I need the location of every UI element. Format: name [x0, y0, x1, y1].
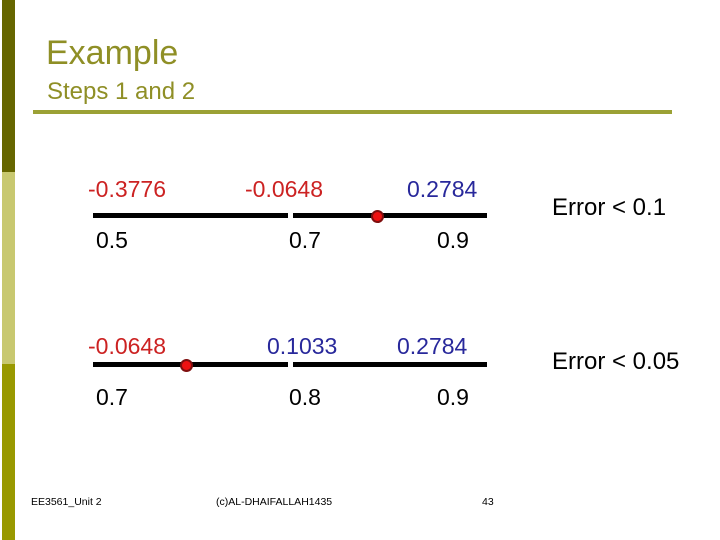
- footer-course-label: EE3561_Unit 2: [31, 496, 102, 508]
- slide-title: Example: [46, 34, 179, 72]
- slide-subtitle: Steps 1 and 2: [47, 78, 196, 105]
- title-underline: [33, 110, 672, 114]
- footer-page-number: 43: [482, 496, 494, 508]
- left-accent-bar: [2, 0, 15, 540]
- accent-bar-middle-segment: [2, 172, 15, 364]
- tick-label: 0.8: [289, 384, 321, 410]
- number-line-segment-right: [293, 362, 487, 367]
- value-label: 0.2784: [397, 333, 468, 359]
- error-label: Error < 0.1: [552, 194, 667, 221]
- number-line-segment-left: [93, 213, 288, 218]
- tick-label: 0.7: [289, 227, 321, 253]
- value-label: -0.0648: [245, 176, 324, 202]
- midpoint-marker-dot: [371, 210, 384, 223]
- error-label: Error < 0.05: [552, 348, 680, 375]
- value-label: -0.3776: [88, 176, 167, 202]
- number-line-segment-right: [293, 213, 487, 218]
- accent-bar-bottom-segment: [2, 364, 15, 540]
- midpoint-marker-dot: [180, 359, 193, 372]
- value-label: 0.1033: [267, 333, 338, 359]
- value-label: -0.0648: [88, 333, 167, 359]
- tick-label: 0.7: [96, 384, 128, 410]
- value-label: 0.2784: [407, 176, 478, 202]
- footer-copyright: (c)AL-DHAIFALLAH1435: [216, 496, 333, 508]
- tick-label: 0.5: [96, 227, 128, 253]
- tick-label: 0.9: [437, 227, 469, 253]
- tick-label: 0.9: [437, 384, 469, 410]
- accent-bar-top-segment: [2, 0, 15, 172]
